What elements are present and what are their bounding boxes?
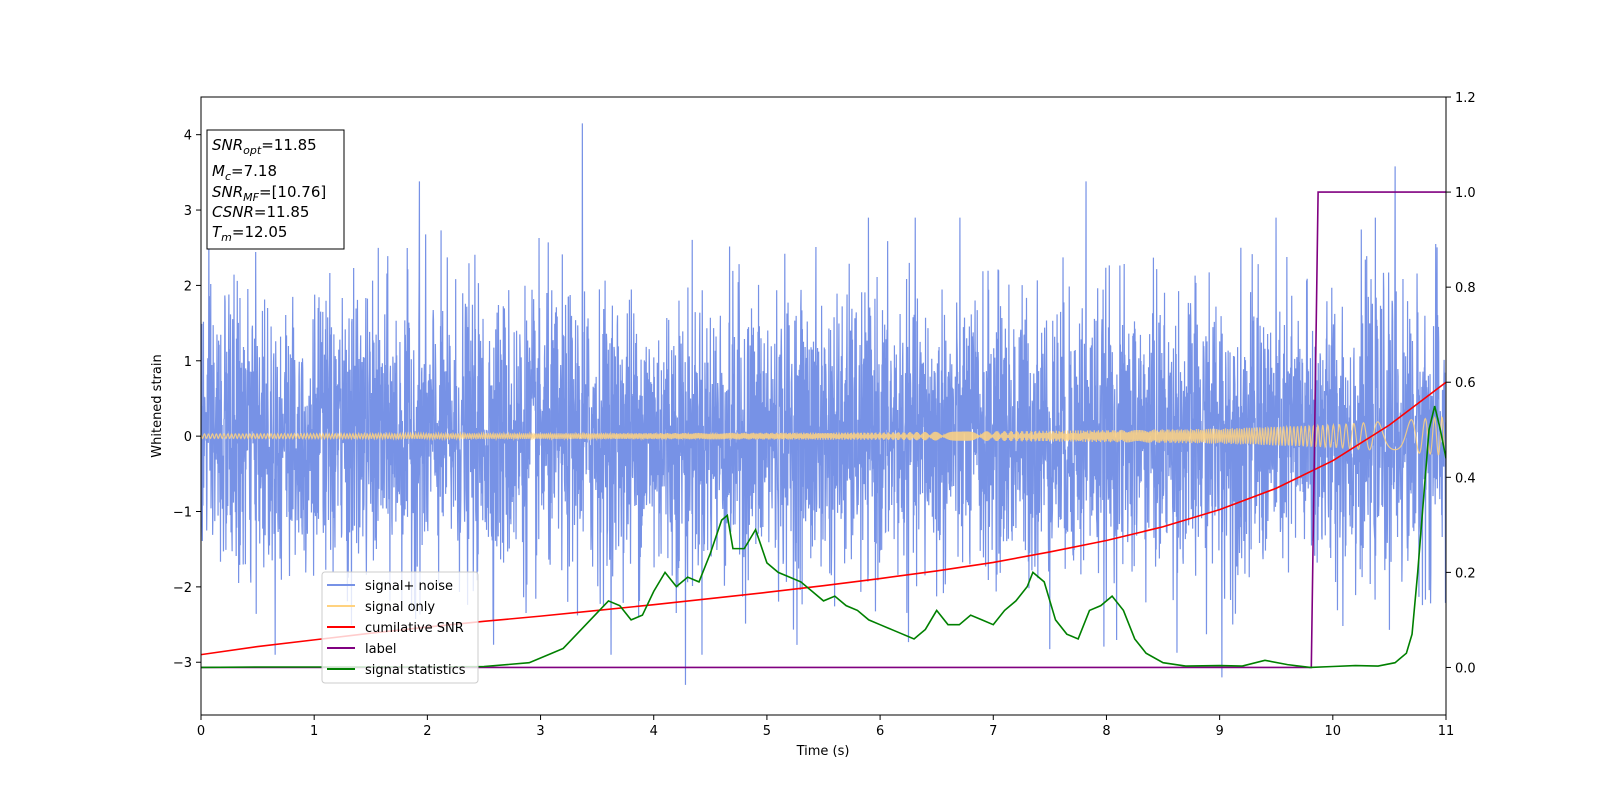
- y-right-tick-label: 0.0: [1455, 661, 1476, 676]
- series-signal-statistics-line: [201, 405, 1446, 669]
- y-right-tick-label: 0.8: [1455, 281, 1476, 296]
- y-right-tick-label: 0.4: [1455, 471, 1476, 486]
- y-right-tick-label: 1.0: [1455, 186, 1476, 201]
- annotation-value: =[10.76]: [259, 183, 326, 201]
- y-axis-left: −3 −2 −1 0 1 2 3 4: [173, 129, 201, 671]
- x-tick-label: 9: [1215, 724, 1223, 739]
- annotation-line: CSNR=11.85: [212, 203, 309, 221]
- annotation-subscript: c: [225, 170, 231, 183]
- x-tick-label: 5: [763, 724, 771, 739]
- legend: signal+ noise signal only cumilative SNR la…: [321, 571, 479, 684]
- annotation-subscript: opt: [243, 144, 262, 157]
- y-right-tick-label: 0.2: [1455, 566, 1476, 581]
- series-label-line: [201, 191, 1446, 669]
- annotation-value: =11.85: [254, 203, 310, 221]
- annotation-value: =11.85: [261, 136, 317, 154]
- legend-label: label: [365, 642, 396, 657]
- series-signal-noise-line: [201, 123, 1446, 685]
- y-left-tick-label: 4: [184, 129, 192, 144]
- y-right-tick-label: 1.2: [1455, 91, 1476, 106]
- annotation-symbol: T: [212, 223, 223, 241]
- annotation-value: =12.05: [232, 223, 288, 241]
- legend-label: cumilative SNR: [365, 621, 464, 636]
- y-axis-label: Whitened strain: [150, 354, 165, 457]
- legend-label: signal statistics: [365, 663, 466, 678]
- x-tick-label: 3: [536, 724, 544, 739]
- annotation-line: Tm=12.05: [212, 223, 287, 244]
- x-tick-label: 6: [876, 724, 884, 739]
- y-left-tick-label: 1: [184, 355, 192, 370]
- y-axis-right: 0.0 0.2 0.4 0.6 0.8 1.0 1.2: [1446, 91, 1476, 676]
- legend-frame: [321, 571, 479, 684]
- series-signal-only-line: [201, 415, 1446, 458]
- annotation-symbol: CSNR: [212, 203, 254, 221]
- legend-label: signal only: [365, 600, 435, 615]
- annotation-line: Mc=7.18: [212, 162, 277, 183]
- x-tick-label: 1: [310, 724, 318, 739]
- x-tick-label: 7: [989, 724, 997, 739]
- annotation-line: SNRMF=[10.76]: [212, 183, 326, 204]
- x-axis-label: Time (s): [796, 744, 850, 759]
- annotation-symbol: SNR: [212, 183, 243, 201]
- y-left-tick-label: −1: [173, 506, 192, 521]
- x-tick-label: 4: [650, 724, 658, 739]
- x-axis: 0 1 2 3 4 5 6 7 8 9 10 11: [197, 715, 1454, 739]
- annotation-line: SNRopt=11.85: [212, 136, 317, 157]
- y-left-tick-label: 2: [184, 279, 192, 294]
- annotation-value: =7.18: [231, 162, 277, 180]
- series-layer: [201, 123, 1446, 685]
- annotation-subscript: m: [221, 231, 232, 244]
- x-tick-label: 8: [1102, 724, 1110, 739]
- legend-label: signal+ noise: [365, 579, 453, 594]
- x-tick-label: 0: [197, 724, 205, 739]
- annotation-symbol: SNR: [212, 136, 243, 154]
- y-left-tick-label: −3: [173, 656, 192, 671]
- x-tick-label: 11: [1438, 724, 1455, 739]
- annotation-frame: [206, 129, 345, 250]
- x-tick-label: 2: [423, 724, 431, 739]
- x-tick-label: 10: [1325, 724, 1342, 739]
- y-right-tick-label: 0.6: [1455, 376, 1476, 391]
- annotation-subscript: MF: [243, 191, 259, 204]
- y-left-tick-label: −2: [173, 581, 192, 596]
- annotation-symbol: M: [212, 162, 225, 180]
- y-left-tick-label: 0: [184, 430, 192, 445]
- metrics-annotation-box: SNRopt=11.85Mc=7.18SNRMF=[10.76]CSNR=11.…: [206, 129, 345, 250]
- y-left-tick-label: 3: [184, 204, 192, 219]
- plot-frame: [200, 96, 1447, 716]
